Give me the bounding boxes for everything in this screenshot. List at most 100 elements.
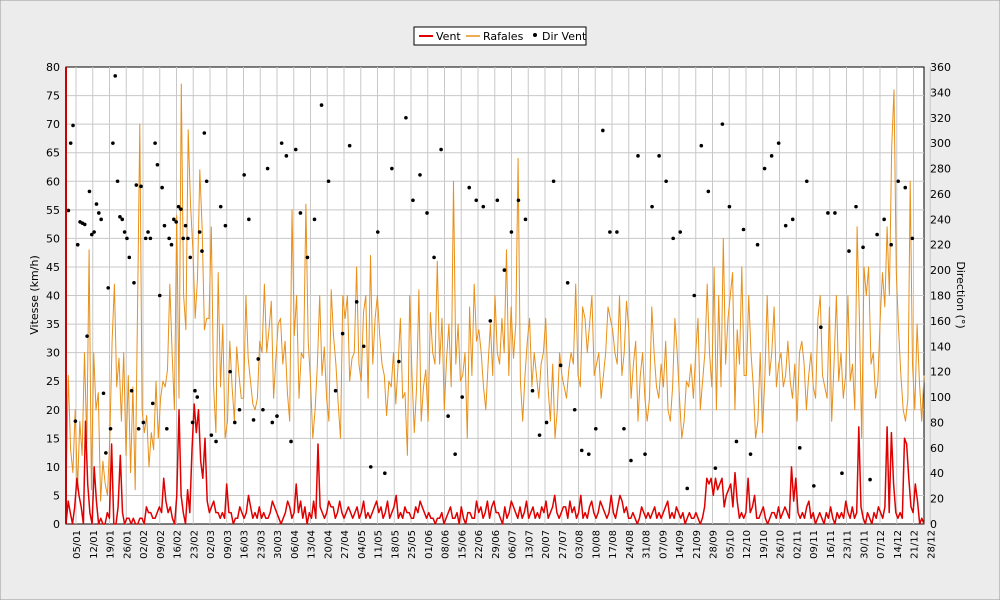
x-axis-ticks: 05/01 12/01 19/01 26/01 02/02 09/02 16/02 23/02… (72, 530, 937, 559)
direction-point (467, 185, 472, 190)
x-tick-label: 07/09 (658, 530, 669, 559)
direction-point (115, 179, 120, 184)
x-tick-label: 02/03 (206, 530, 217, 559)
y-tick-label: 60 (46, 175, 60, 188)
x-tick-label: 26/01 (122, 530, 133, 559)
direction-point (293, 147, 298, 152)
y2-tick-label: 180 (930, 290, 951, 303)
y-tick-label: 5 (53, 489, 60, 502)
x-tick-label: 12/01 (89, 530, 100, 559)
direction-point (903, 185, 908, 190)
direction-point (181, 236, 186, 241)
direction-point (89, 232, 94, 237)
x-tick-label: 02/02 (139, 530, 150, 559)
y2-tick-label: 280 (930, 163, 951, 176)
y2-axis-ticks: 0 20 40 60 80 100 120 140 160 180 200 220 240 260 280 3… (930, 61, 951, 531)
direction-point (162, 223, 167, 228)
y-tick-label: 15 (46, 432, 60, 445)
x-tick-label: 23/03 (256, 530, 267, 559)
y-axis-ticks: 0 5 10 15 20 25 30 35 40 45 50 55 60 65 70 75 80 (46, 61, 60, 531)
y2-tick-label: 40 (930, 467, 944, 480)
direction-point (495, 198, 500, 203)
direction-point (148, 236, 153, 241)
y-tick-label: 35 (46, 318, 60, 331)
y-axis-label: Vitesse (km/h) (28, 255, 41, 335)
direction-point (106, 286, 110, 290)
direction-point (125, 236, 129, 241)
direction-point (265, 166, 270, 171)
direction-point (530, 388, 535, 393)
x-tick-label: 28/09 (709, 530, 720, 559)
direction-point (404, 115, 408, 120)
direction-point (132, 281, 136, 285)
direction-point (108, 426, 113, 431)
direction-point (75, 242, 80, 247)
x-tick-label: 12/10 (742, 530, 753, 559)
direction-point (446, 414, 450, 418)
direction-point (889, 242, 893, 247)
direction-point (87, 189, 92, 194)
direction-point (204, 179, 209, 184)
legend-swatch-dir (533, 33, 537, 37)
x-tick-label: 13/04 (307, 530, 318, 559)
direction-point (66, 208, 71, 213)
direction-point (153, 141, 157, 145)
direction-point (481, 204, 486, 209)
direction-point (755, 242, 760, 247)
y-tick-label: 65 (46, 147, 60, 160)
x-tick-label: 19/01 (106, 530, 117, 559)
direction-point (854, 204, 858, 209)
direction-point (439, 147, 443, 152)
y-tick-label: 45 (46, 261, 60, 274)
direction-point (720, 122, 725, 126)
x-tick-label: 22/06 (474, 530, 485, 559)
direction-point (127, 255, 132, 260)
direction-point (155, 162, 160, 167)
direction-point (516, 198, 521, 203)
x-tick-label: 20/07 (541, 530, 552, 559)
direction-point (139, 184, 143, 189)
direction-point (68, 141, 73, 145)
direction-point (734, 439, 739, 444)
direction-point (174, 220, 178, 224)
direction-point (122, 230, 127, 234)
x-tick-label: 06/07 (508, 530, 519, 559)
direction-point (333, 388, 338, 393)
direction-point (509, 230, 514, 234)
direction-point (94, 202, 99, 206)
direction-point (713, 466, 718, 470)
direction-point (284, 154, 289, 158)
direction-point (551, 179, 556, 184)
direction-point (193, 388, 197, 393)
direction-point (425, 211, 429, 215)
y2-tick-label: 220 (930, 239, 951, 252)
direction-point (586, 452, 591, 456)
direction-point (179, 207, 183, 211)
direction-point (699, 143, 704, 148)
direction-point (671, 236, 675, 241)
direction-point (460, 395, 464, 399)
y2-tick-label: 340 (930, 86, 951, 99)
direction-point (579, 448, 584, 453)
y2-tick-label: 80 (930, 416, 944, 429)
direction-point (223, 223, 228, 228)
direction-point (390, 166, 394, 171)
x-tick-label: 31/08 (642, 530, 653, 559)
x-tick-label: 05/01 (72, 530, 83, 559)
direction-point (636, 154, 640, 158)
legend-label-dir: Dir Vent (542, 30, 587, 43)
x-tick-label: 04/05 (357, 530, 368, 559)
direction-point (312, 217, 317, 222)
y-tick-label: 75 (46, 90, 60, 103)
direction-point (172, 217, 176, 222)
x-tick-label: 18/05 (390, 530, 401, 559)
direction-point (237, 407, 242, 412)
y-tick-label: 0 (53, 518, 60, 531)
y-tick-label: 55 (46, 204, 60, 217)
direction-point (896, 179, 901, 184)
direction-point (228, 369, 232, 374)
x-tick-label: 09/11 (809, 530, 820, 559)
direction-point (289, 439, 293, 444)
direction-point (195, 395, 200, 399)
